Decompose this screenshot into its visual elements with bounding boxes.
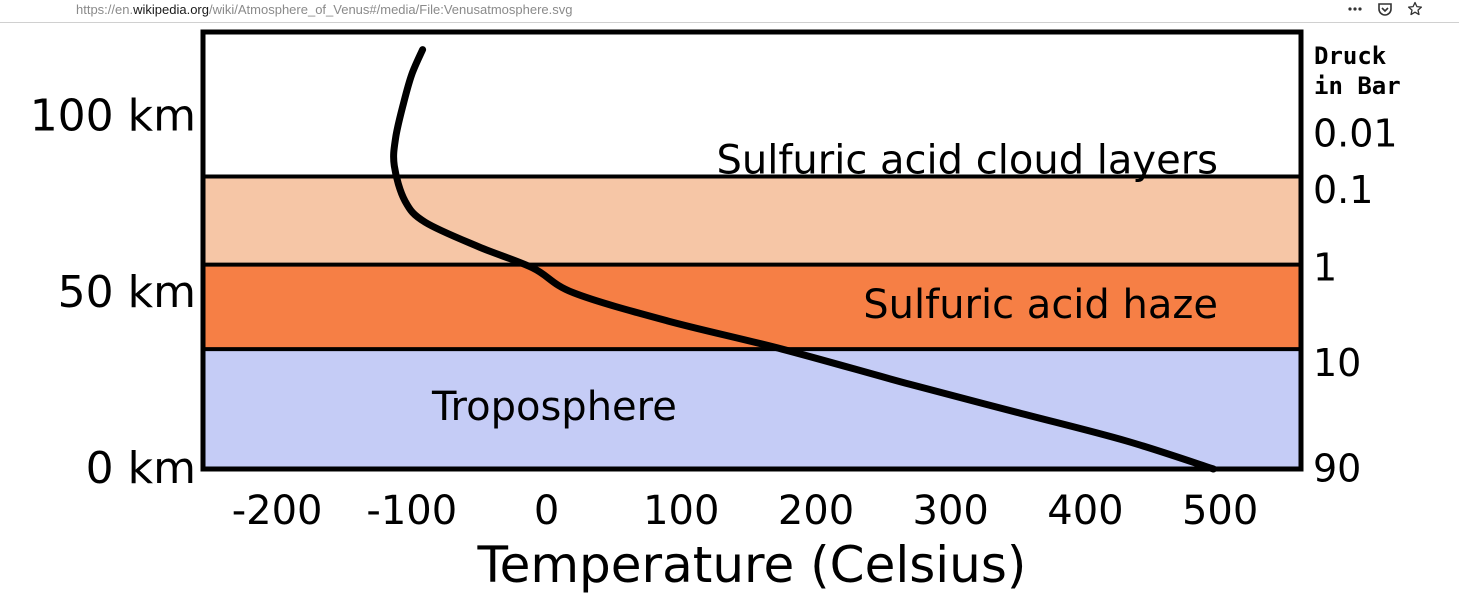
layer-boundaries [203,174,1301,352]
temperature-curve-group [390,46,1217,473]
url-subdomain: en. [115,2,134,17]
url-text[interactable]: https://en.wikipedia.org/wiki/Atmosphere… [76,2,572,17]
pressure-tick-label-3: 0.1 [1313,168,1373,212]
atmosphere-layers [203,32,1301,469]
x-axis-label: Temperature (Celsius) [477,536,1027,594]
url-scheme: https:// [76,2,116,17]
temperature-tick-label-6: 400 [1047,488,1123,534]
pressure-tick-label-2: 1 [1313,246,1337,290]
layer-labels: Troposphere Sulfuric acid haze Sulfuric ac… [431,137,1218,430]
layer-band-1 [203,264,1301,350]
browser-url-bar[interactable]: https://en.wikipedia.org/wiki/Atmosphere… [0,0,1459,23]
url-path: /wiki/Atmosphere_of_Venus#/media/File:Ve… [208,2,573,17]
pressure-tick-label-1: 10 [1313,341,1361,385]
more-horizontal-icon[interactable] [1347,1,1363,17]
layer-label-0: Troposphere [431,384,677,430]
altitude-tick-label-0: 0 km [86,443,196,494]
pressure-tick-label-4: 0.01 [1313,112,1398,156]
temperature-axis: -200 -100 0 100 200 300 400 500 [232,488,1259,534]
layer-band-2 [203,176,1301,265]
layer-label-1: Sulfuric acid haze [863,282,1218,328]
temperature-tick-label-7: 500 [1182,488,1258,534]
temperature-tick-label-2: 0 [534,488,559,534]
altitude-axis: 0 km 50 km 100 km [30,91,196,494]
pressure-tick-label-0: 90 [1313,447,1361,491]
pressure-axis-title-line1: Druck [1314,42,1387,70]
temperature-tick-label-5: 300 [913,488,989,534]
layer-label-3: Sulfuric acid cloud layers [716,137,1218,183]
temperature-tick-label-0: -200 [232,488,323,534]
altitude-tick-label-2: 100 km [30,91,196,142]
altitude-tick-label-1: 50 km [58,267,196,318]
pocket-icon[interactable] [1377,1,1393,17]
layer-band-3 [203,32,1301,177]
temperature-tick-label-1: -100 [366,488,457,534]
pressure-axis-title-line2: in Bar [1314,72,1401,100]
url-host: wikipedia.org [133,2,209,17]
temperature-curve [390,46,1217,473]
plot-frame [200,29,1304,472]
star-icon[interactable] [1407,1,1423,17]
temperature-tick-label-3: 100 [643,488,719,534]
layer-band-0 [203,349,1301,469]
temperature-tick-label-4: 200 [778,488,854,534]
